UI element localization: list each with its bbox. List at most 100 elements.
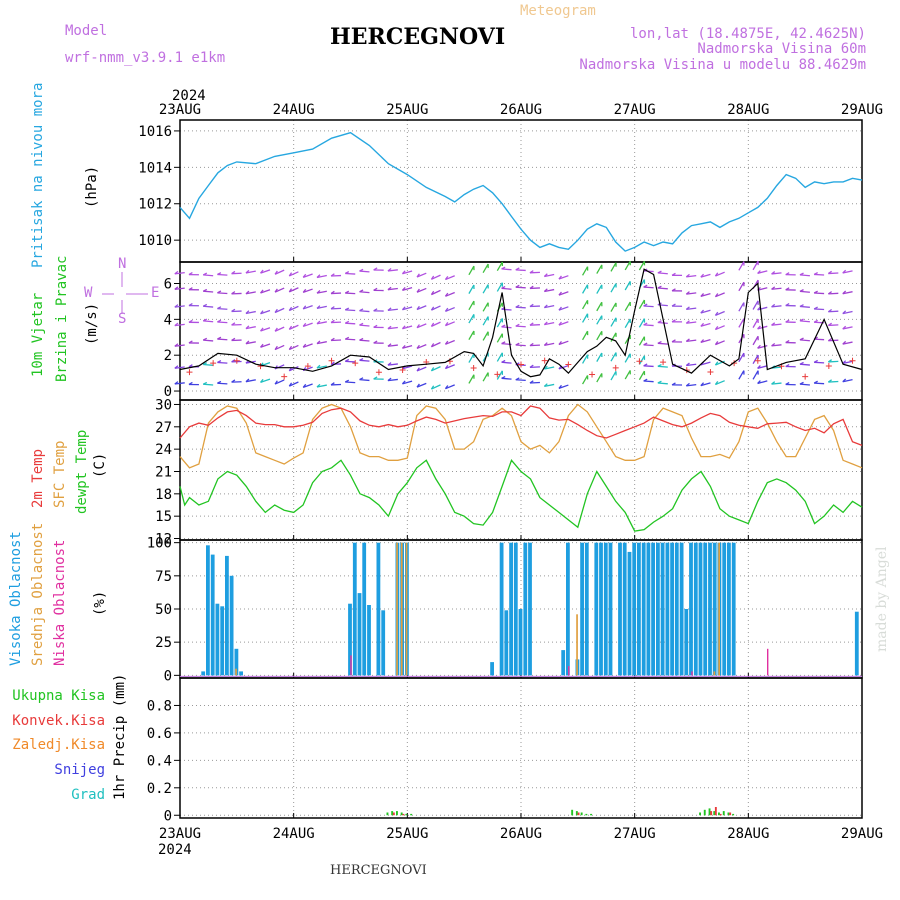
wind-speed-line <box>179 268 863 378</box>
wind-arrowhead <box>685 291 690 295</box>
wind-arrow <box>289 366 299 372</box>
wind-arrow <box>174 287 185 290</box>
wind-arrow <box>638 336 645 346</box>
precip-bar-total <box>571 809 574 816</box>
wind-arrowhead <box>401 306 406 311</box>
cloud-bar-low <box>767 648 769 676</box>
wind-arrow <box>387 326 398 330</box>
wind-arrowhead <box>316 364 321 369</box>
wind-arrow <box>496 318 503 328</box>
wind-arrow <box>624 281 631 291</box>
wind-arrowhead <box>842 269 847 274</box>
wind-arrow <box>657 304 668 307</box>
wind-arrow <box>274 326 285 332</box>
wind-arrow <box>501 326 512 329</box>
cloud-bar-high <box>206 545 210 676</box>
model-altitude-label: Nadmorska Visina u modelu 88.4629m <box>579 57 866 73</box>
wind-arrow <box>757 287 768 291</box>
wind-arrow <box>431 321 441 327</box>
gust-marker <box>233 357 240 364</box>
wind-arrowhead <box>842 378 847 383</box>
temp-ylabel-3: dewpt Temp <box>74 430 90 514</box>
wind-arrowhead <box>217 290 222 294</box>
wind-arrowhead <box>245 340 250 345</box>
wind-arrow <box>624 260 631 271</box>
wind-arrowhead <box>316 305 321 309</box>
wind-arrow <box>757 365 768 370</box>
wind-arrowhead <box>501 266 506 270</box>
wind-arrowhead <box>685 338 690 342</box>
wind-arrow <box>738 318 745 328</box>
precip-bar-total <box>590 813 592 816</box>
cloud-bar-high <box>727 542 731 676</box>
wind-arrowhead <box>529 322 534 326</box>
cloud-bar-high <box>518 609 523 676</box>
wind-arrow <box>203 320 214 323</box>
wind-arrowhead <box>643 322 648 326</box>
cloud-bar-high <box>234 648 239 676</box>
wind-arrowhead <box>529 380 534 384</box>
y-tick-label: 12 <box>155 532 172 548</box>
gust-marker <box>707 369 714 376</box>
cloud-bar-high <box>580 542 584 676</box>
wind-arrowhead <box>643 378 648 382</box>
precip-legend-conv: Konvek.Kisa <box>12 713 105 729</box>
y-tick-label: 0 <box>164 384 172 400</box>
temp-ylabel-2: SFC Temp <box>52 441 68 508</box>
wind-arrow <box>738 370 745 380</box>
wind-arrow <box>515 325 526 328</box>
wind-arrowhead <box>671 303 676 307</box>
gust-marker <box>541 357 548 364</box>
wind-arrowhead <box>842 325 847 330</box>
wind-arrowhead <box>827 308 833 313</box>
precip-bar-total <box>703 809 706 816</box>
wind-arrowhead <box>771 271 776 275</box>
wind-arrowhead <box>359 289 364 293</box>
cloud-ylabel-3: Niska Oblacnost <box>52 540 68 666</box>
y-tick-label: 0 <box>164 808 172 824</box>
wind-arrowhead <box>685 362 690 366</box>
wind-arrowhead <box>245 310 250 314</box>
cloud-bar-high <box>665 542 670 676</box>
wind-arrow <box>700 382 711 387</box>
wind-arrow <box>445 306 455 312</box>
precip-bar-total <box>386 812 389 816</box>
wind-arrowhead <box>288 306 293 311</box>
wind-arrow <box>431 274 441 280</box>
cloud-bar-high <box>651 542 655 676</box>
y-tick-label: 18 <box>155 487 172 503</box>
y-tick-label: 25 <box>155 635 172 651</box>
wind-arrowhead <box>401 344 406 349</box>
wind-arrow <box>771 382 782 385</box>
wind-arrowhead <box>842 340 847 345</box>
wind-arrowhead <box>387 268 392 272</box>
wind-arrow <box>624 301 631 312</box>
cloud-bar-high <box>594 542 599 676</box>
wind-arrow <box>274 269 285 275</box>
y-tick-label: 0.6 <box>147 726 172 742</box>
wind-arrow <box>799 320 810 323</box>
cloud-bar-high <box>504 610 509 676</box>
precip-bar-conv <box>392 812 395 816</box>
wind-arrow <box>316 341 327 345</box>
wind-arrowhead <box>643 342 648 346</box>
wind-arrow <box>752 300 759 310</box>
wind-arrow <box>431 289 441 296</box>
wind-arrowhead <box>657 380 662 384</box>
wind-arrow <box>402 325 413 330</box>
wind-arrow <box>359 324 370 327</box>
x-tick-label-top: 26AUG <box>500 102 542 118</box>
wind-arrowhead <box>373 340 378 344</box>
cloud-bar-high <box>599 542 603 676</box>
wind-arrowhead <box>316 340 321 345</box>
cloud-bar-high <box>693 542 698 676</box>
wind-arrowhead <box>785 272 790 276</box>
wind-arrowhead <box>302 273 307 278</box>
wind-arrowhead <box>643 284 648 288</box>
wind-arrowhead <box>288 325 293 330</box>
wind-arrowhead <box>302 322 307 327</box>
cloud-bar-mid <box>400 542 403 676</box>
wind-arrow <box>582 313 589 323</box>
wind-arrowhead <box>430 290 435 295</box>
wind-arrow <box>445 364 455 370</box>
